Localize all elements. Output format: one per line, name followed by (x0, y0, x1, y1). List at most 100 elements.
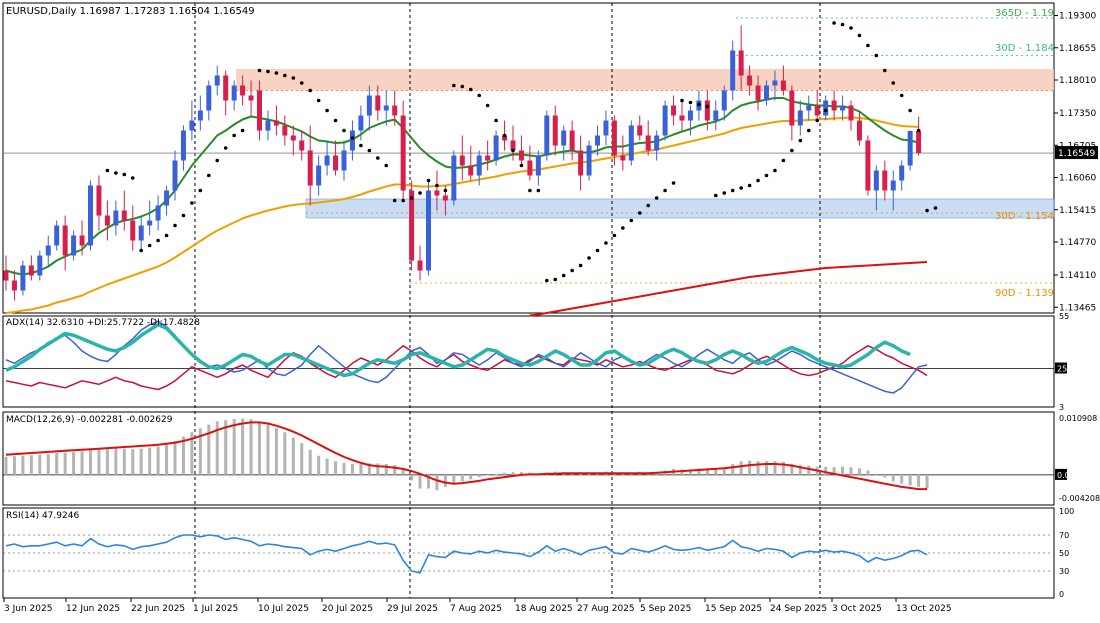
candle-body (518, 150, 524, 161)
psar-dot (570, 268, 574, 273)
psar-dot (468, 87, 473, 92)
psar-dot (435, 183, 439, 188)
macd-histogram-bar (579, 474, 583, 475)
psar-dot (781, 158, 786, 163)
price-tick-label: 1.14110 (1059, 271, 1096, 281)
candle-body (772, 80, 778, 86)
candle-body (375, 95, 381, 111)
adx-panel-frame (2, 315, 1055, 408)
psar-dot (654, 196, 659, 200)
rsi-tick-label: 30 (1059, 567, 1069, 576)
rsi-tick-label: 100 (1059, 507, 1074, 516)
macd-histogram-bar (266, 424, 270, 475)
macd-histogram-bar (891, 474, 895, 482)
psar-dot (604, 241, 608, 245)
candle-body (282, 125, 288, 136)
macd-histogram-bar (156, 446, 160, 475)
psar-dot (342, 128, 346, 133)
di-plus-line (5, 320, 928, 394)
macd-histogram-bar (207, 424, 211, 475)
date-tick-label: 27 Aug 2025 (577, 604, 635, 614)
macd-panel-plot (3, 418, 1054, 491)
macd-histogram-bar (849, 467, 853, 475)
date-tick-label: 3 Oct 2025 (832, 604, 882, 614)
rsi-tick-label: 50 (1059, 549, 1069, 558)
candle-body (502, 135, 508, 141)
price-tick-label: 1.18010 (1059, 76, 1096, 86)
macd-histogram-bar (469, 474, 473, 480)
macd-histogram-bar (790, 463, 794, 475)
psar-dot (418, 191, 422, 195)
candle-body (333, 155, 339, 171)
psar-dot (409, 196, 414, 200)
psar-dot (680, 98, 684, 103)
level-30d-low-label: 30D - 1.154 (995, 211, 1054, 222)
macd-histogram-bar (824, 466, 828, 475)
candle-body (164, 190, 170, 206)
adx-label: ADX(14) 32.6310 +DI:25.7722 -DI:17.4828 (6, 318, 200, 328)
macd-histogram-bar (114, 448, 118, 475)
candle-body (451, 155, 457, 201)
macd-histogram-bar (917, 474, 921, 487)
candle-body (79, 235, 85, 246)
psar-dot (553, 277, 558, 282)
psar-dot (756, 178, 760, 183)
candle-body (510, 140, 516, 151)
macd-histogram-bar (350, 463, 354, 475)
candle-body (578, 150, 584, 176)
candle-body (823, 100, 829, 116)
macd-histogram-bar (308, 449, 312, 475)
macd-histogram-bar (587, 474, 591, 475)
macd-histogram-bar (697, 468, 701, 475)
candle-body (248, 95, 254, 101)
candle-body (687, 110, 693, 121)
candle-body (71, 235, 77, 256)
macd-histogram-bar (29, 455, 33, 475)
macd-histogram-bar (401, 469, 405, 475)
price-tick-label: 1.17350 (1059, 109, 1096, 119)
candle-body (493, 135, 499, 161)
psar-dot (637, 211, 642, 215)
macd-histogram-bar (486, 474, 490, 476)
macd-histogram-bar (241, 418, 245, 475)
macd-signal-line (5, 421, 927, 491)
macd-histogram-bar (325, 458, 329, 475)
macd-histogram-bar (12, 456, 16, 475)
psar-dot (283, 73, 287, 78)
macd-histogram-bar (317, 455, 321, 475)
macd-histogram-bar (925, 474, 929, 489)
candle-body (907, 131, 913, 166)
rsi-label: RSI(14) 47.9246 (6, 511, 79, 521)
candle-body (434, 190, 440, 196)
candle-body (240, 85, 246, 96)
candle-body (468, 165, 474, 176)
psar-dot (840, 22, 845, 27)
psar-dot (156, 238, 160, 243)
psar-dot (452, 83, 456, 88)
support-zone (305, 198, 1055, 219)
macd-histogram-bar (283, 432, 287, 475)
candle-body (797, 110, 803, 126)
psar-dot (798, 138, 803, 143)
psar-dot (240, 128, 245, 133)
macd-histogram-bar (215, 421, 219, 475)
candle-body (704, 100, 710, 121)
psar-dot (232, 133, 236, 138)
adx-level-box (1055, 362, 1067, 374)
macd-histogram-bar (393, 465, 397, 475)
macd-histogram-bar (781, 461, 785, 475)
macd-histogram-bar (519, 472, 523, 475)
price-tick-label: 1.13465 (1059, 303, 1096, 313)
candle-body (138, 225, 144, 241)
candle-body (37, 255, 43, 276)
candle-body (679, 115, 685, 121)
psar-dot (181, 213, 186, 218)
date-tick-label: 29 Jul 2025 (387, 604, 438, 614)
psar-dot (105, 168, 110, 173)
macd-histogram-bar (883, 474, 887, 478)
psar-dot (173, 223, 177, 228)
adx-panel-plot (3, 320, 1054, 394)
psar-dot (519, 163, 524, 168)
period-levels (3, 17, 1054, 284)
